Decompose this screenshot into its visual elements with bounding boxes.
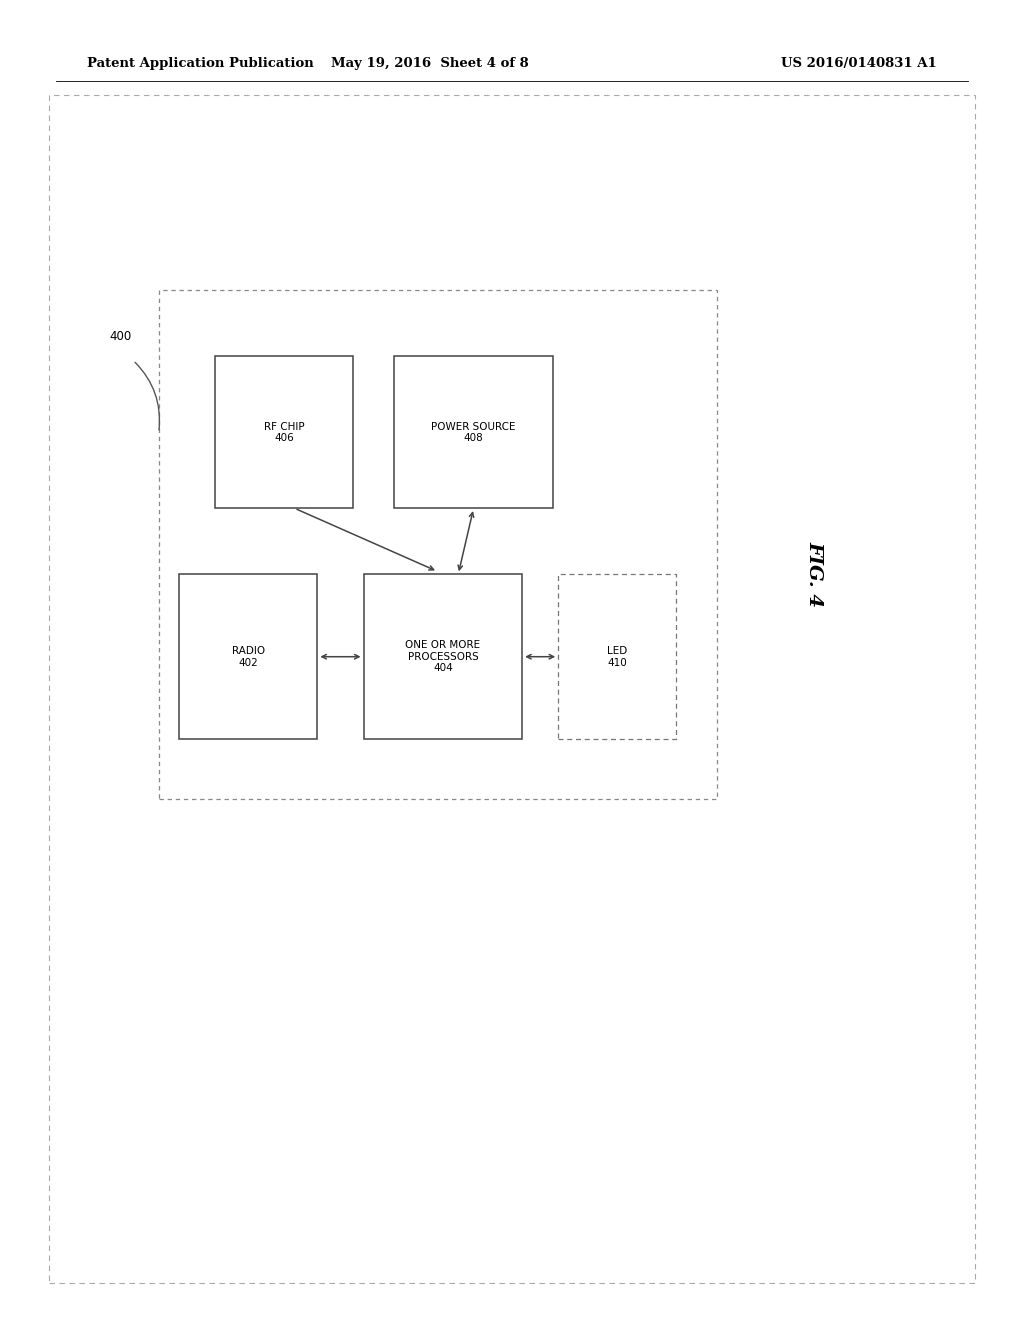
Text: POWER SOURCE
408: POWER SOURCE 408 (431, 421, 516, 444)
Text: May 19, 2016  Sheet 4 of 8: May 19, 2016 Sheet 4 of 8 (331, 57, 529, 70)
Text: LED
410: LED 410 (607, 645, 627, 668)
Text: RF CHIP
406: RF CHIP 406 (264, 421, 304, 444)
Text: ONE OR MORE
PROCESSORS
404: ONE OR MORE PROCESSORS 404 (406, 640, 480, 673)
Text: FIG. 4: FIG. 4 (805, 541, 823, 607)
Bar (215, 356, 353, 508)
Bar (558, 574, 676, 739)
Text: Patent Application Publication: Patent Application Publication (87, 57, 313, 70)
Bar (179, 574, 317, 739)
Bar (364, 574, 522, 739)
Text: RADIO
402: RADIO 402 (231, 645, 265, 668)
Bar (159, 290, 717, 799)
Bar (394, 356, 553, 508)
Text: 400: 400 (110, 330, 132, 343)
Text: US 2016/0140831 A1: US 2016/0140831 A1 (781, 57, 937, 70)
